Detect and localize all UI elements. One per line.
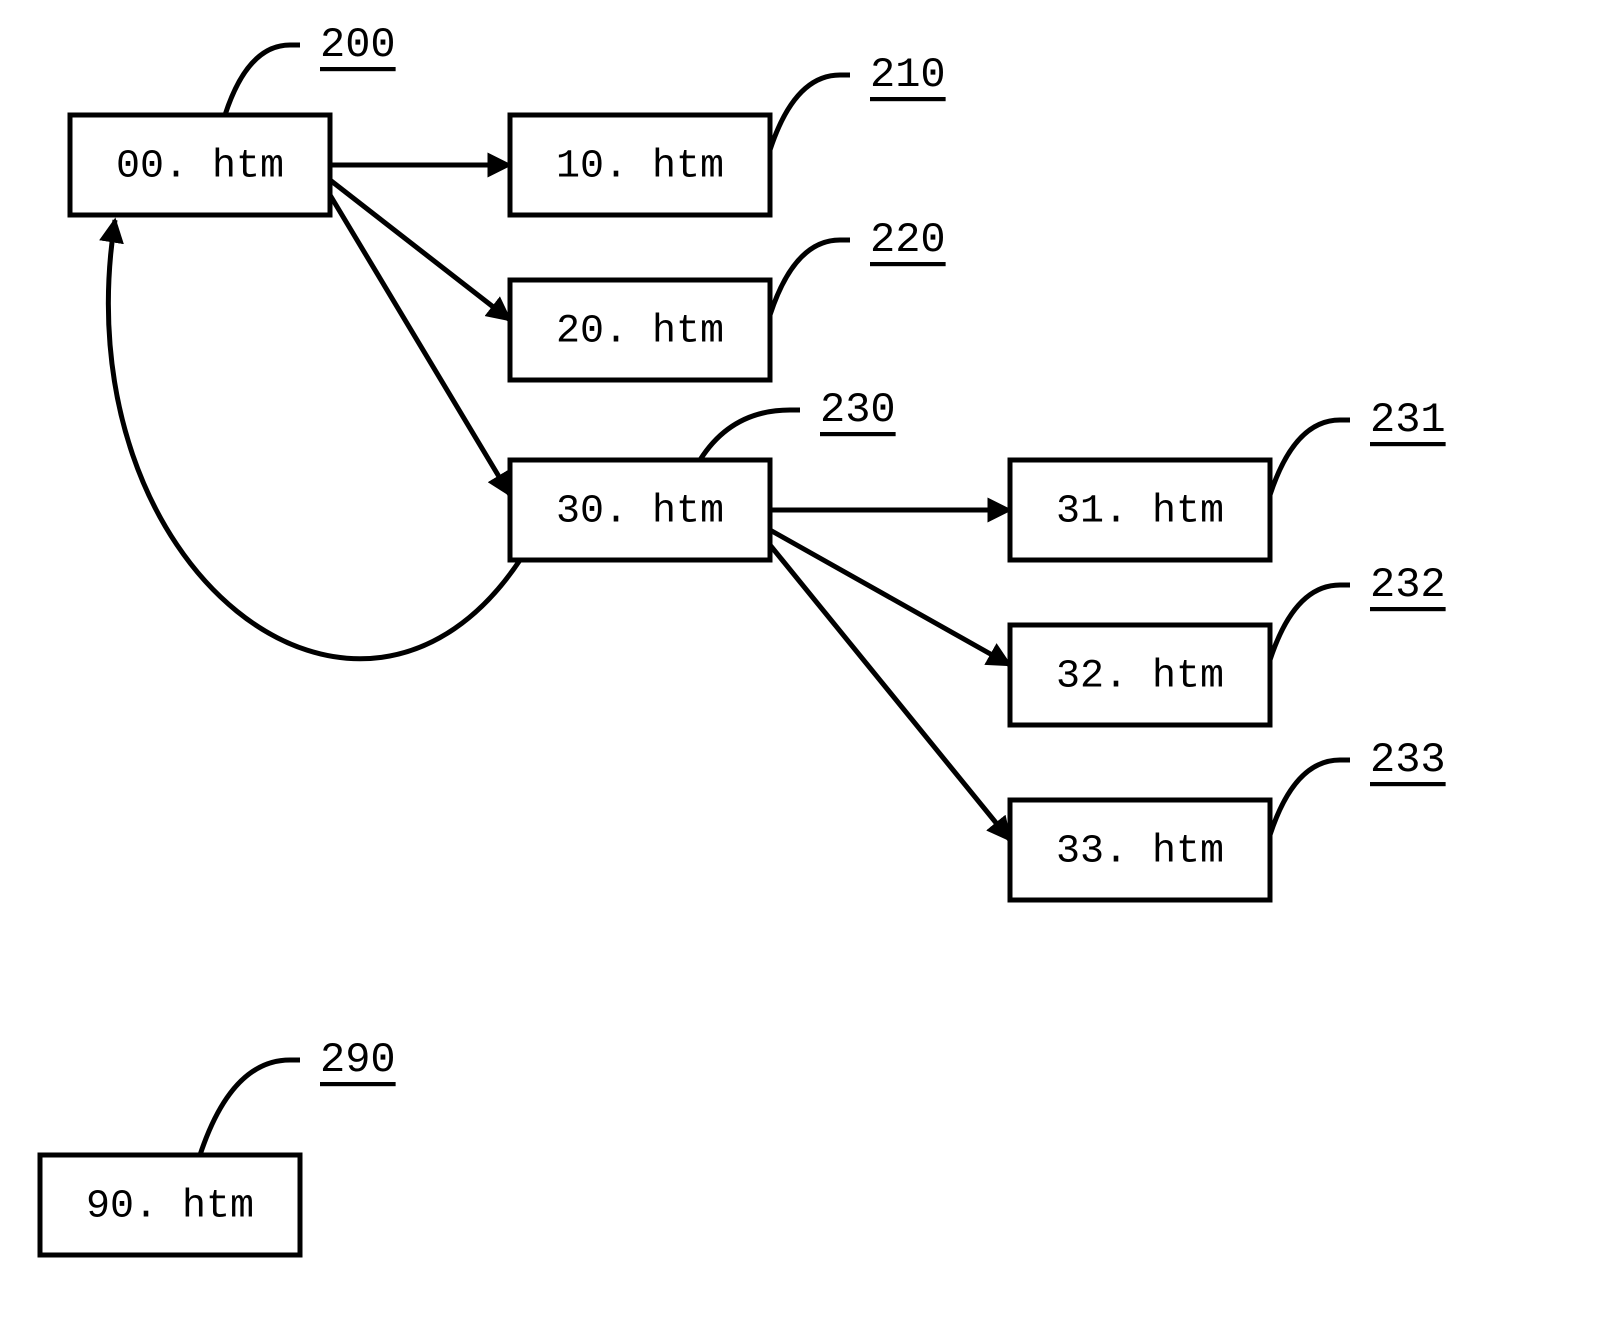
node-n32: 32. htm 232 xyxy=(1010,561,1446,725)
edge-n00-n30: M 330 195 L 510 495 xyxy=(330,195,510,495)
node-n20: 20. htm 220 xyxy=(510,216,946,380)
node-label-n20: 20. htm xyxy=(556,310,724,355)
leader-n10 xyxy=(770,75,850,150)
node-n90: 90. htm 290 xyxy=(40,1036,396,1255)
node-label-n10: 10. htm xyxy=(556,145,724,190)
ref-label-n30: 230 xyxy=(820,386,896,434)
leader-n33 xyxy=(1270,760,1350,835)
node-label-n90: 90. htm xyxy=(86,1185,254,1230)
edge-n30-n33: M 770 545 L 1010 840 xyxy=(770,545,1010,840)
edge-n30-n32: M 770 530 L 1010 665 xyxy=(770,530,1010,665)
ref-label-n33: 233 xyxy=(1370,736,1446,784)
ref-label-n31: 231 xyxy=(1370,396,1446,444)
node-n00: 00. htm 200 xyxy=(70,21,396,215)
edge-n30-n00: M 520 560 C 360 800, 60 570, 115 220 xyxy=(108,220,520,659)
node-n33: 33. htm 233 xyxy=(1010,736,1446,900)
leader-n90 xyxy=(200,1060,300,1155)
node-n10: 10. htm 210 xyxy=(510,51,946,215)
ref-label-n10: 210 xyxy=(870,51,946,99)
leader-n31 xyxy=(1270,420,1350,495)
node-n31: 31. htm 231 xyxy=(1010,396,1446,560)
nodes-layer: 00. htm 200 10. htm 210 20. htm 220 30. htm 230… xyxy=(40,21,1446,1255)
node-label-n32: 32. htm xyxy=(1056,655,1224,700)
node-n30: 30. htm 230 xyxy=(510,386,896,560)
ref-label-n00: 200 xyxy=(320,21,396,69)
node-label-n30: 30. htm xyxy=(556,490,724,535)
node-label-n00: 00. htm xyxy=(116,145,284,190)
leader-n00 xyxy=(225,45,300,115)
leader-n20 xyxy=(770,240,850,315)
leader-n32 xyxy=(1270,585,1350,660)
ref-label-n32: 232 xyxy=(1370,561,1446,609)
ref-label-n20: 220 xyxy=(870,216,946,264)
diagram-canvas: M 330 165 L 510 165M 330 180 L 510 320M … xyxy=(0,0,1617,1326)
edge-n00-n20: M 330 180 L 510 320 xyxy=(330,180,510,320)
ref-label-n90: 290 xyxy=(320,1036,396,1084)
leader-n30 xyxy=(700,410,800,460)
node-label-n31: 31. htm xyxy=(1056,490,1224,535)
node-label-n33: 33. htm xyxy=(1056,830,1224,875)
